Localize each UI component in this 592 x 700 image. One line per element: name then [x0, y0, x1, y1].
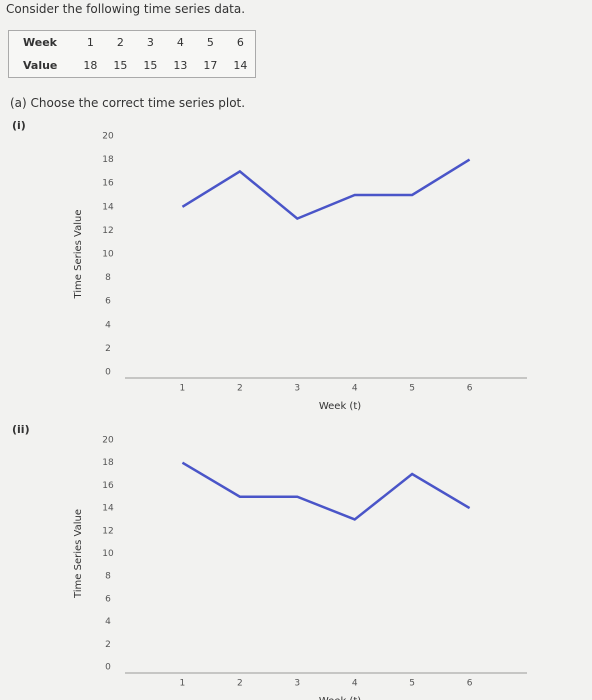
x-tick-label: 4	[352, 384, 358, 394]
y-tick-label: 6	[105, 297, 111, 307]
x-tick-label: 5	[409, 679, 415, 689]
x-tick-label: 4	[352, 679, 358, 689]
y-tick-label: 0	[105, 368, 111, 378]
y-tick-label: 14	[102, 202, 114, 212]
y-tick-label: 20	[102, 436, 114, 446]
table-cell: Value	[23, 59, 58, 72]
table-cell: 4	[176, 36, 184, 49]
y-tick-label: 12	[102, 226, 113, 236]
data-table: Week 1 2 3 4 5 6 Value 18 15 15 13 17 14	[8, 30, 257, 78]
chart-label: (ii)	[12, 423, 30, 436]
x-tick-label: 1	[180, 679, 186, 689]
y-tick-label: 16	[102, 179, 114, 189]
table-cell: 3	[146, 36, 154, 49]
series-line	[181, 158, 471, 221]
x-axis-label: Week (t)	[319, 401, 361, 412]
y-tick-label: 20	[102, 132, 114, 142]
chart-label: (i)	[12, 119, 26, 132]
y-tick-label: 18	[102, 458, 114, 468]
y-tick-label: 0	[105, 663, 111, 673]
table-cell: 6	[236, 36, 244, 49]
title: Consider the following time series data.	[6, 2, 246, 16]
x-tick-label: 3	[294, 384, 300, 394]
series-line	[181, 461, 471, 521]
table-cell: 15	[143, 59, 158, 72]
y-tick-label: 2	[105, 640, 111, 650]
table-cell: 2	[116, 36, 124, 49]
question: (a) Choose the correct time series plot.	[10, 96, 246, 110]
y-tick-label: 10	[102, 549, 114, 559]
x-tick-label: 6	[467, 384, 473, 394]
y-tick-label: 14	[102, 504, 114, 514]
table-cell: 1	[86, 36, 94, 49]
y-axis-label: Time Series Value	[73, 509, 84, 599]
x-tick-label: 1	[180, 384, 186, 394]
x-tick-label: 2	[237, 679, 243, 689]
table-cell: 17	[203, 59, 218, 72]
table-cell: 15	[113, 59, 128, 72]
x-tick-label: 3	[294, 679, 300, 689]
x-tick-label: 6	[467, 679, 473, 689]
table-cell: Week	[23, 36, 57, 49]
y-tick-label: 10	[102, 250, 114, 260]
table-cell: 18	[83, 59, 98, 72]
y-tick-label: 16	[102, 481, 114, 491]
y-tick-label: 2	[105, 344, 111, 354]
table-row: Value 18 15 15 13 17 14	[9, 54, 256, 78]
y-tick-label: 6	[105, 594, 111, 604]
y-tick-label: 4	[105, 617, 111, 627]
x-tick-label: 5	[409, 384, 415, 394]
y-tick-label: 18	[102, 155, 114, 165]
y-tick-label: 8	[105, 273, 111, 283]
table-cell: 13	[173, 59, 188, 72]
x-axis-label: Week (t)	[319, 696, 361, 700]
y-tick-label: 8	[105, 572, 111, 582]
table-cell: 14	[233, 59, 248, 72]
y-tick-label: 4	[105, 320, 111, 330]
x-tick-label: 2	[237, 384, 243, 394]
table-cell: 5	[206, 36, 214, 49]
y-axis-label: Time Series Value	[73, 209, 84, 299]
y-tick-label: 12	[102, 526, 113, 536]
table-row: Week 1 2 3 4 5 6	[9, 31, 256, 55]
